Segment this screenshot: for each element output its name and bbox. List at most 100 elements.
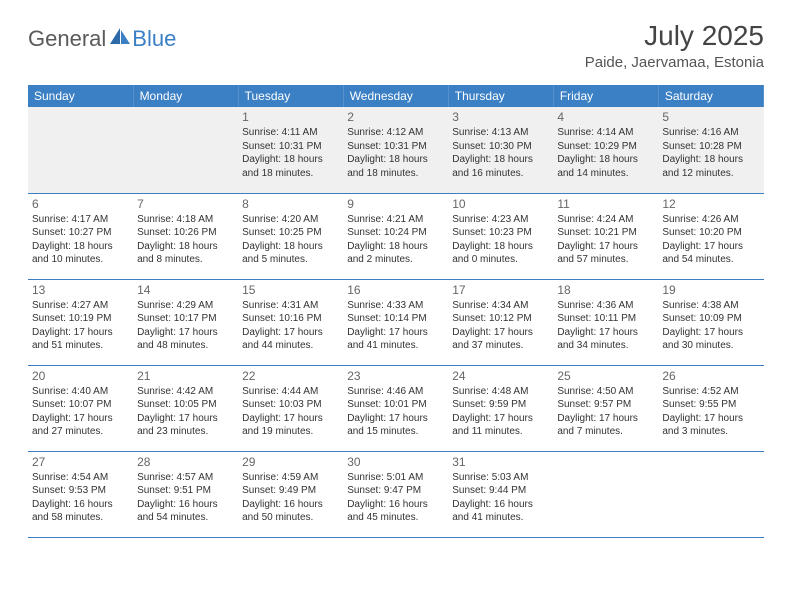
daylight-text: Daylight: 17 hours xyxy=(137,412,234,426)
sunrise-text: Sunrise: 5:01 AM xyxy=(347,471,444,485)
sunrise-text: Sunrise: 4:20 AM xyxy=(242,213,339,227)
sunrise-text: Sunrise: 4:36 AM xyxy=(557,299,654,313)
sunrise-text: Sunrise: 4:17 AM xyxy=(32,213,129,227)
sunrise-text: Sunrise: 4:59 AM xyxy=(242,471,339,485)
sunrise-text: Sunrise: 4:54 AM xyxy=(32,471,129,485)
sail-icon xyxy=(110,28,130,44)
daylight-text: Daylight: 17 hours xyxy=(662,412,759,426)
calendar-cell: 20Sunrise: 4:40 AMSunset: 10:07 PMDaylig… xyxy=(28,365,133,451)
daylight-text: Daylight: 16 hours xyxy=(242,498,339,512)
daylight-text: and 27 minutes. xyxy=(32,425,129,439)
calendar-cell: 18Sunrise: 4:36 AMSunset: 10:11 PMDaylig… xyxy=(553,279,658,365)
daylight-text: and 15 minutes. xyxy=(347,425,444,439)
sunrise-text: Sunrise: 4:11 AM xyxy=(242,126,339,140)
daylight-text: Daylight: 17 hours xyxy=(32,326,129,340)
calendar-cell: 22Sunrise: 4:44 AMSunset: 10:03 PMDaylig… xyxy=(238,365,343,451)
sunset-text: Sunset: 9:57 PM xyxy=(557,398,654,412)
calendar-cell: 24Sunrise: 4:48 AMSunset: 9:59 PMDayligh… xyxy=(448,365,553,451)
sunrise-text: Sunrise: 4:21 AM xyxy=(347,213,444,227)
day-number: 31 xyxy=(452,454,549,470)
weekday-header: Friday xyxy=(553,85,658,107)
daylight-text: and 2 minutes. xyxy=(347,253,444,267)
daylight-text: and 54 minutes. xyxy=(662,253,759,267)
day-number: 6 xyxy=(32,196,129,212)
sunset-text: Sunset: 10:11 PM xyxy=(557,312,654,326)
daylight-text: and 48 minutes. xyxy=(137,339,234,353)
day-number: 3 xyxy=(452,109,549,125)
sunset-text: Sunset: 10:01 PM xyxy=(347,398,444,412)
calendar-row: 6Sunrise: 4:17 AMSunset: 10:27 PM Dayligh… xyxy=(28,193,764,279)
calendar-cell: 2Sunrise: 4:12 AMSunset: 10:31 PMDayligh… xyxy=(343,107,448,193)
sunrise-text: Sunrise: 4:42 AM xyxy=(137,385,234,399)
calendar-cell: 7Sunrise: 4:18 AMSunset: 10:26 PMDayligh… xyxy=(133,193,238,279)
page-header: General Blue July 2025 Paide, Jaervamaa,… xyxy=(0,0,792,77)
calendar-cell-empty xyxy=(553,451,658,537)
calendar-cell: 29Sunrise: 4:59 AMSunset: 9:49 PMDayligh… xyxy=(238,451,343,537)
daylight-text: and 16 minutes. xyxy=(452,167,549,181)
sunrise-text: Sunrise: 4:27 AM xyxy=(32,299,129,313)
weekday-header: Monday xyxy=(133,85,238,107)
daylight-text: and 54 minutes. xyxy=(137,511,234,525)
daylight-text: and 5 minutes. xyxy=(242,253,339,267)
sunset-text: Sunset: 10:26 PM xyxy=(137,226,234,240)
daylight-text: and 41 minutes. xyxy=(347,339,444,353)
month-title: July 2025 xyxy=(585,20,764,52)
day-number: 10 xyxy=(452,196,549,212)
day-number: 24 xyxy=(452,368,549,384)
sunrise-text: Sunrise: 4:29 AM xyxy=(137,299,234,313)
daylight-text: Daylight: 18 hours xyxy=(347,240,444,254)
brand-blue: Blue xyxy=(132,26,176,52)
calendar-cell: 17Sunrise: 4:34 AMSunset: 10:12 PMDaylig… xyxy=(448,279,553,365)
sunset-text: Sunset: 10:31 PM xyxy=(347,140,444,154)
sunrise-text: Sunrise: 4:16 AM xyxy=(662,126,759,140)
day-number: 16 xyxy=(347,282,444,298)
daylight-text: Daylight: 17 hours xyxy=(662,240,759,254)
day-number: 2 xyxy=(347,109,444,125)
daylight-text: Daylight: 18 hours xyxy=(662,153,759,167)
daylight-text: Daylight: 18 hours xyxy=(242,153,339,167)
daylight-text: Daylight: 18 hours xyxy=(452,153,549,167)
calendar-cell: 3Sunrise: 4:13 AMSunset: 10:30 PMDayligh… xyxy=(448,107,553,193)
daylight-text: Daylight: 17 hours xyxy=(452,326,549,340)
title-block: July 2025 Paide, Jaervamaa, Estonia xyxy=(585,20,764,71)
daylight-text: Daylight: 18 hours xyxy=(137,240,234,254)
sunrise-text: Sunrise: 4:13 AM xyxy=(452,126,549,140)
weekday-header: Thursday xyxy=(448,85,553,107)
daylight-text: and 11 minutes. xyxy=(452,425,549,439)
daylight-text: Daylight: 18 hours xyxy=(242,240,339,254)
sunrise-text: Sunrise: 4:24 AM xyxy=(557,213,654,227)
day-number: 19 xyxy=(662,282,759,298)
sunset-text: Sunset: 10:31 PM xyxy=(242,140,339,154)
brand-logo: General Blue xyxy=(28,20,176,52)
day-number: 15 xyxy=(242,282,339,298)
brand-general: General xyxy=(28,26,106,52)
sunrise-text: Sunrise: 4:12 AM xyxy=(347,126,444,140)
day-number: 26 xyxy=(662,368,759,384)
sunset-text: Sunset: 10:05 PM xyxy=(137,398,234,412)
sunrise-text: Sunrise: 4:38 AM xyxy=(662,299,759,313)
sunset-text: Sunset: 10:16 PM xyxy=(242,312,339,326)
day-number: 7 xyxy=(137,196,234,212)
sunset-text: Sunset: 10:14 PM xyxy=(347,312,444,326)
calendar-cell: 6Sunrise: 4:17 AMSunset: 10:27 PMDayligh… xyxy=(28,193,133,279)
sunset-text: Sunset: 10:27 PM xyxy=(32,226,129,240)
daylight-text: and 41 minutes. xyxy=(452,511,549,525)
sunset-text: Sunset: 9:49 PM xyxy=(242,484,339,498)
calendar-cell: 1Sunrise: 4:11 AMSunset: 10:31 PMDayligh… xyxy=(238,107,343,193)
day-number: 29 xyxy=(242,454,339,470)
calendar-head: SundayMondayTuesdayWednesdayThursdayFrid… xyxy=(28,85,764,107)
sunrise-text: Sunrise: 4:23 AM xyxy=(452,213,549,227)
sunset-text: Sunset: 10:07 PM xyxy=(32,398,129,412)
daylight-text: Daylight: 17 hours xyxy=(557,240,654,254)
daylight-text: Daylight: 18 hours xyxy=(557,153,654,167)
daylight-text: Daylight: 17 hours xyxy=(242,412,339,426)
day-number: 14 xyxy=(137,282,234,298)
sunset-text: Sunset: 10:09 PM xyxy=(662,312,759,326)
day-number: 12 xyxy=(662,196,759,212)
day-number: 9 xyxy=(347,196,444,212)
calendar-cell: 19Sunrise: 4:38 AMSunset: 10:09 PMDaylig… xyxy=(658,279,763,365)
calendar-cell: 4Sunrise: 4:14 AMSunset: 10:29 PMDayligh… xyxy=(553,107,658,193)
sunset-text: Sunset: 10:19 PM xyxy=(32,312,129,326)
daylight-text: Daylight: 16 hours xyxy=(452,498,549,512)
calendar-cell: 14Sunrise: 4:29 AMSunset: 10:17 PMDaylig… xyxy=(133,279,238,365)
